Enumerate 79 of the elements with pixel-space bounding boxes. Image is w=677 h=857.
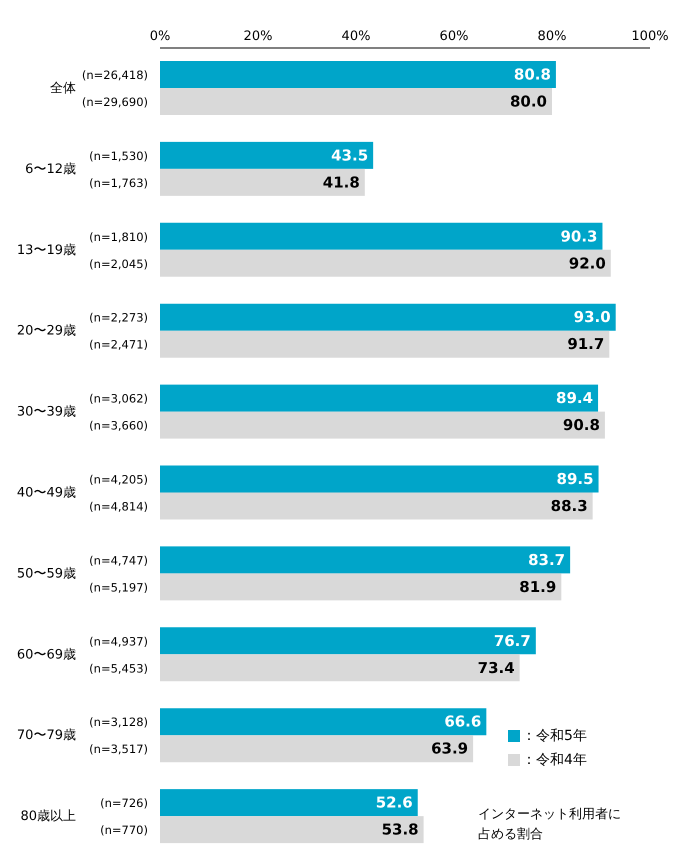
text: (n=770) <box>100 823 148 838</box>
text: (n=1,763) <box>89 176 148 190</box>
text: (n=2,273) <box>89 310 148 325</box>
data-label: 80.0 <box>510 92 547 110</box>
text: (n=3,062) <box>89 392 148 406</box>
data-label: 63.9 <box>431 740 468 758</box>
x-tick-label: 80% <box>538 29 566 44</box>
data-label: 52.6 <box>376 794 413 812</box>
bar <box>160 708 486 736</box>
y-tick-label: 60〜69歳 <box>16 647 76 662</box>
bar <box>160 654 520 682</box>
bar <box>160 304 616 331</box>
data-label: 90.3 <box>560 227 598 246</box>
text: (n=1,810) <box>89 230 148 244</box>
bar <box>160 789 418 816</box>
data-label: 43.5 <box>331 146 368 164</box>
data-label: 92.0 <box>568 254 606 272</box>
text: (n=5,197) <box>89 580 148 594</box>
y-tick-label: 50〜59歳 <box>16 566 76 582</box>
bar <box>160 250 611 277</box>
x-tick-label: 40% <box>342 29 370 44</box>
text: (n=29,690) <box>82 94 148 109</box>
text: (n=4,814) <box>89 499 148 514</box>
data-label: 88.3 <box>550 497 588 515</box>
data-label: 53.8 <box>382 820 419 839</box>
y-tick-label: 70〜79歳 <box>16 728 76 744</box>
y-tick-label: 80歳以上 <box>20 809 76 824</box>
bar <box>160 573 562 600</box>
bar <box>160 168 365 196</box>
y-tick-label: 13〜19歳 <box>16 242 76 258</box>
annotation: インターネット利用者に占める割合 <box>478 806 622 844</box>
bar <box>160 735 474 762</box>
bar <box>160 384 598 412</box>
y-tick-label: 30〜39歳 <box>16 404 76 420</box>
data-label: 89.4 <box>556 389 594 408</box>
data-label: 81.9 <box>519 578 556 596</box>
bar <box>160 142 374 169</box>
bar <box>160 627 536 654</box>
x-tick-label: 20% <box>244 29 272 44</box>
data-label: 66.6 <box>444 712 482 731</box>
text: (n=3,128) <box>89 715 148 730</box>
text: (n=3,517) <box>89 742 148 756</box>
y-tick-label: 40〜49歳 <box>16 485 76 500</box>
text: (n=3,660) <box>89 418 148 433</box>
y-tick-label: 全体 <box>50 80 76 96</box>
data-label: 41.8 <box>322 173 360 192</box>
text: (n=4,747) <box>89 553 148 568</box>
bar <box>160 466 599 492</box>
data-label: 76.7 <box>494 632 531 650</box>
bar <box>160 492 593 520</box>
data-label: 91.7 <box>567 335 604 354</box>
text: (n=2,471) <box>89 338 148 352</box>
y-tick-label: 6〜12歳 <box>25 162 76 177</box>
data-label: 89.5 <box>556 470 594 488</box>
text: (n=2,045) <box>89 256 148 271</box>
bar <box>160 222 602 250</box>
bar <box>160 816 424 844</box>
text: (n=5,453) <box>89 661 148 676</box>
data-label: 93.0 <box>574 308 611 326</box>
bar <box>160 412 605 439</box>
bar <box>160 88 552 115</box>
bar <box>160 330 610 358</box>
bar <box>160 61 556 88</box>
data-label: 83.7 <box>528 550 566 569</box>
text: (n=726) <box>100 796 148 810</box>
legend-label: ：令和4年 <box>522 751 587 769</box>
x-tick-label: 100% <box>631 29 669 44</box>
text: (n=4,937) <box>89 634 148 648</box>
x-tick-label: 60% <box>440 29 468 44</box>
text: (n=1,530) <box>89 148 148 163</box>
x-tick-label: 0% <box>150 29 170 44</box>
y-tick-label: 20〜29歳 <box>16 324 76 339</box>
text: (n=26,418) <box>82 68 148 82</box>
data-label: 80.8 <box>514 66 551 84</box>
data-label: 73.4 <box>478 658 515 677</box>
text: (n=4,205) <box>89 472 148 486</box>
data-label: 90.8 <box>562 416 600 434</box>
bar <box>160 546 570 574</box>
legend-label: ：令和5年 <box>522 727 587 745</box>
